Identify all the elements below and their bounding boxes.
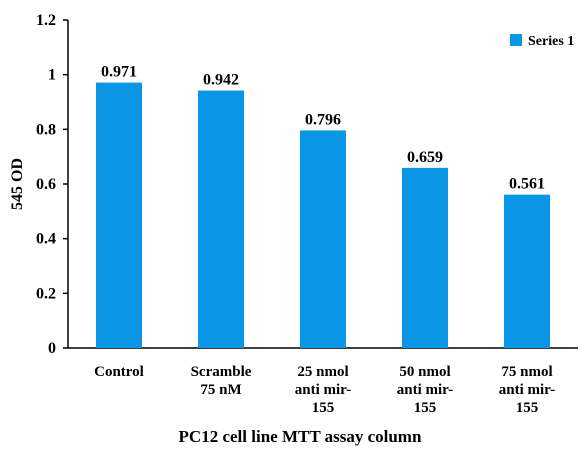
bar xyxy=(198,90,244,349)
data-label: 0.561 xyxy=(509,176,545,193)
y-tick-label: 1.2 xyxy=(36,12,56,29)
data-label: 0.796 xyxy=(305,111,341,128)
y-tick-label: 1 xyxy=(48,67,56,84)
x-tick-label: 155 xyxy=(516,400,539,416)
bar xyxy=(504,194,550,348)
x-tick-label: Control xyxy=(94,364,144,380)
y-tick-label: 0.4 xyxy=(36,231,56,248)
x-tick-label: anti mir- xyxy=(295,382,352,398)
y-tick-label: 0 xyxy=(48,340,56,357)
data-label: 0.942 xyxy=(203,72,239,89)
x-tick-label: Scramble xyxy=(191,364,252,380)
x-tick-label: 75 nM xyxy=(200,382,241,398)
x-tick-label: 25 nmol xyxy=(297,364,348,380)
bar xyxy=(402,167,448,348)
x-tick-label: 155 xyxy=(414,400,437,416)
data-label: 0.971 xyxy=(101,64,137,81)
y-axis-title: 545 OD xyxy=(9,158,26,210)
bar xyxy=(300,130,346,348)
y-tick-label: 0.6 xyxy=(36,176,56,193)
legend-label: Series 1 xyxy=(528,34,574,49)
y-tick-label: 0.2 xyxy=(36,285,56,302)
x-axis-title: PC12 cell line MTT assay column xyxy=(179,427,422,446)
x-tick-label: anti mir- xyxy=(397,382,454,398)
y-tick-label: 0.8 xyxy=(36,121,56,138)
x-tick-label: 50 nmol xyxy=(399,364,450,380)
bar xyxy=(96,82,142,349)
x-tick-label: 75 nmol xyxy=(501,364,552,380)
x-tick-label: 155 xyxy=(312,400,335,416)
data-label: 0.659 xyxy=(407,149,443,166)
x-tick-label: anti mir- xyxy=(499,382,556,398)
legend-swatch xyxy=(510,34,522,46)
